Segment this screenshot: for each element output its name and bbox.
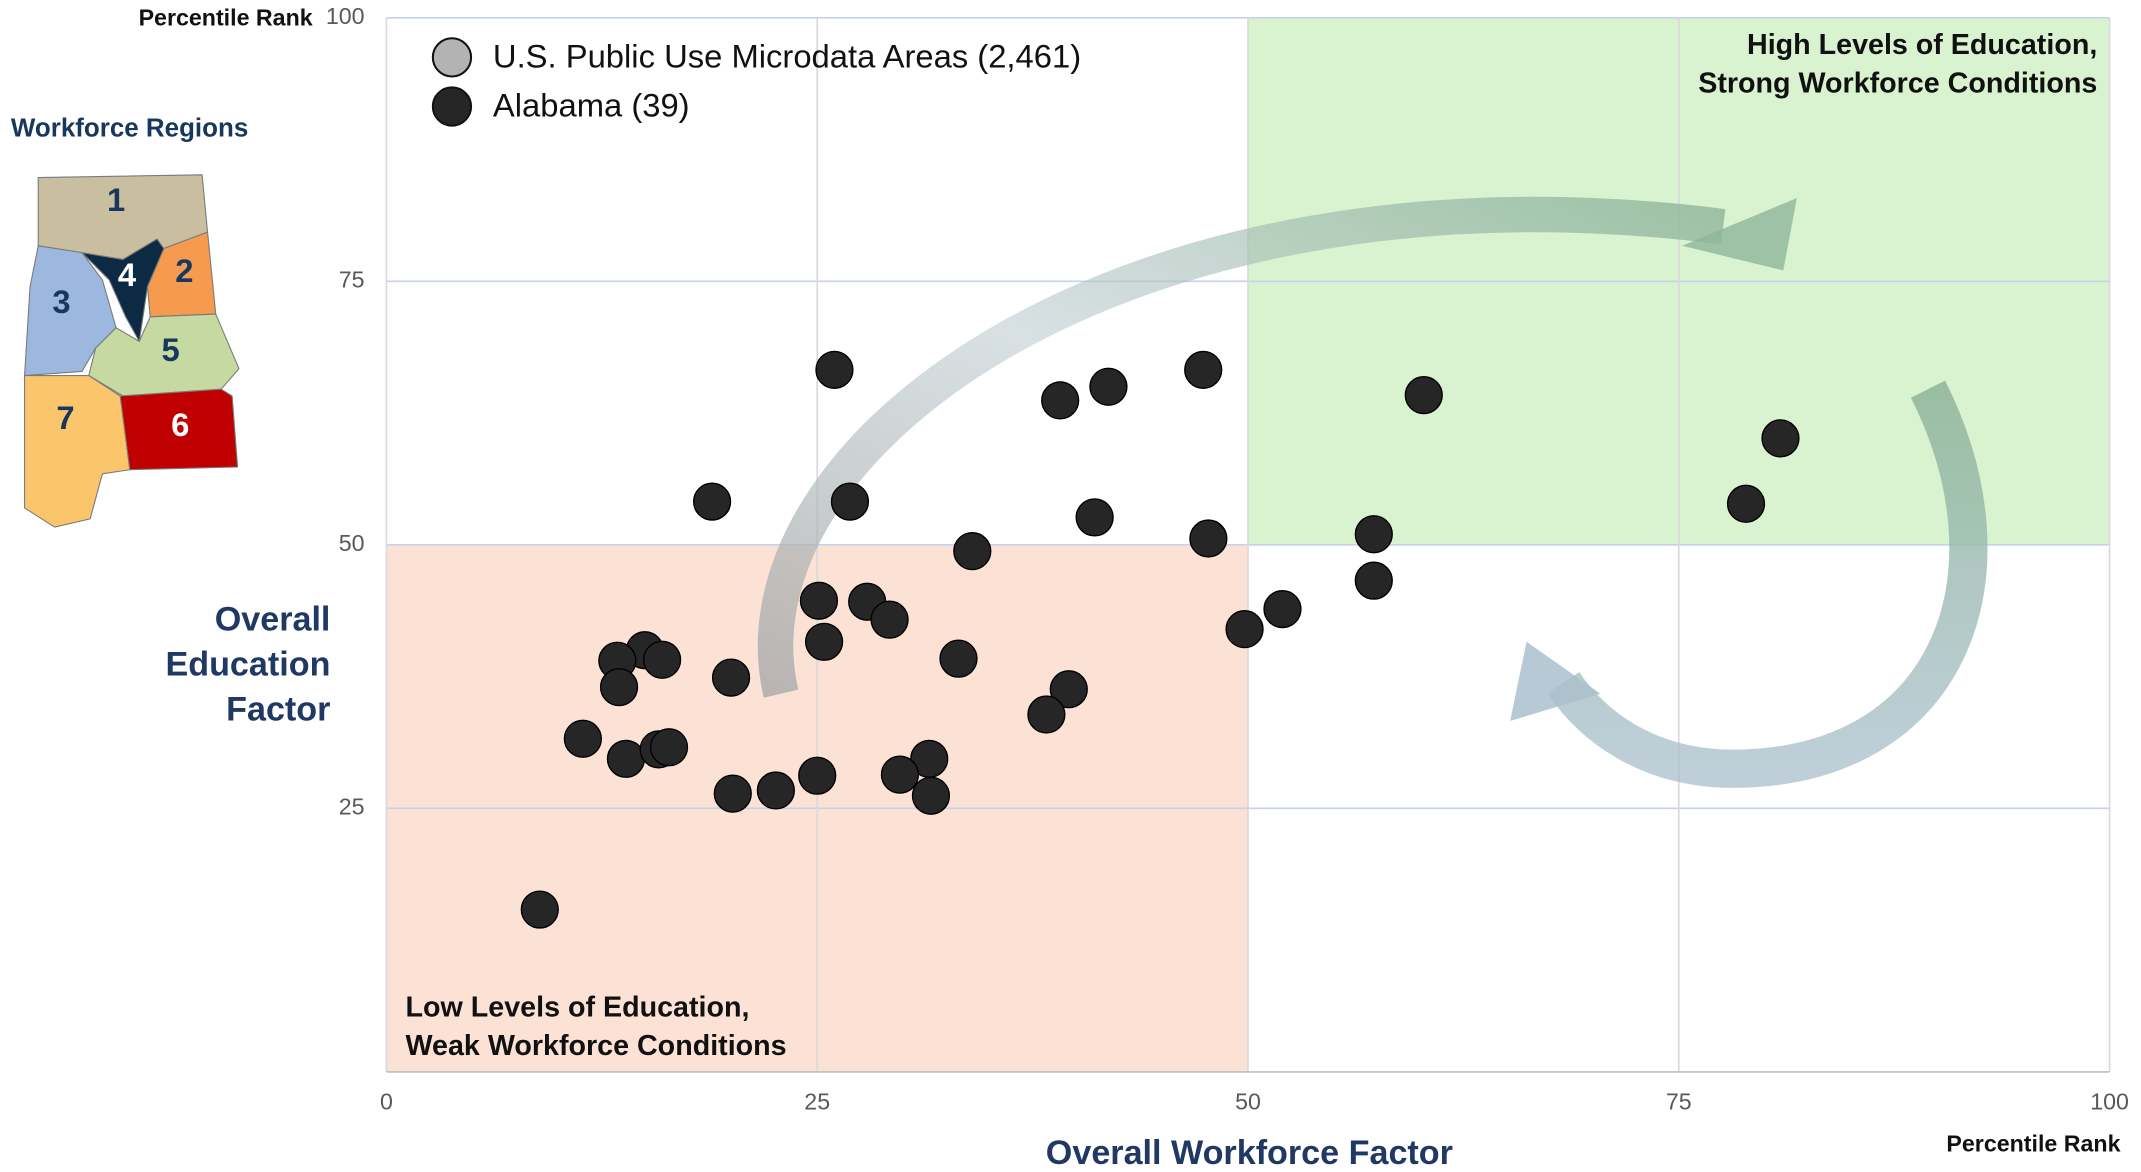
y-axis-title: Education	[165, 645, 330, 683]
point	[1041, 381, 1080, 420]
point	[880, 755, 920, 794]
legend-marker	[431, 37, 473, 78]
region-label: Low Levels of Education,	[406, 992, 750, 1024]
map-region	[24, 374, 131, 528]
y-tick-label: 100	[326, 3, 365, 29]
region-label: Weak Workforce Conditions	[406, 1030, 787, 1062]
point	[1726, 484, 1766, 523]
map-label: 5	[162, 331, 180, 368]
map-label: 1	[107, 181, 125, 218]
point	[815, 350, 854, 389]
point	[649, 728, 689, 767]
x-tick-label: 50	[1235, 1088, 1261, 1114]
point	[830, 482, 870, 521]
point	[520, 890, 559, 929]
x-tick-label: 75	[1666, 1088, 1692, 1114]
x-tick-label: 0	[380, 1088, 393, 1114]
point	[799, 581, 839, 620]
arrows	[757, 196, 1988, 788]
arrow	[757, 196, 1726, 698]
map-region	[81, 238, 165, 342]
point	[798, 756, 837, 795]
region-label: High Levels of Education,	[1747, 29, 2097, 61]
map-label: 4	[118, 256, 137, 293]
point	[711, 658, 751, 697]
legend-label: Alabama (39)	[493, 87, 690, 124]
point	[1761, 419, 1800, 458]
point	[756, 771, 795, 810]
inset-map: Workforce Regions 1 2 3 4 5 6 7	[11, 115, 248, 528]
point	[692, 482, 732, 521]
point	[1189, 519, 1228, 558]
map-label: 3	[52, 283, 70, 320]
arrow-head	[1510, 641, 1601, 721]
point	[1354, 561, 1393, 600]
plot-background	[385, 16, 2111, 1073]
plot-foreground: Low Levels of Education, Weak Workforce C…	[165, 3, 2128, 1115]
point	[599, 668, 639, 707]
legend-marker	[431, 86, 473, 127]
x-tick-label: 25	[804, 1088, 830, 1114]
y-axis-title: Factor	[226, 690, 330, 728]
point	[1049, 670, 1088, 709]
y-unit-label: Percentile Rank	[139, 4, 313, 30]
point	[563, 719, 602, 758]
point	[939, 639, 978, 678]
arrow	[1547, 380, 1988, 788]
y-tick-label: 75	[339, 266, 365, 292]
point	[804, 622, 844, 661]
arrow-head	[1682, 198, 1797, 271]
legend-label: U.S. Public Use Microdata Areas (2,461)	[493, 37, 1081, 74]
map-region	[88, 313, 240, 397]
point	[1225, 610, 1264, 649]
point	[1184, 350, 1223, 389]
map-label: 6	[171, 406, 189, 443]
point	[1354, 515, 1393, 554]
point	[606, 739, 646, 778]
y-axis-title: Overall	[215, 600, 331, 638]
map-label: 7	[56, 399, 74, 436]
map-title: Workforce Regions	[11, 115, 248, 143]
y-tick-label: 50	[339, 530, 365, 556]
y-tick-label: 25	[339, 793, 365, 819]
point	[1263, 590, 1302, 629]
point	[643, 640, 682, 679]
region-label: Strong Workforce Conditions	[1698, 67, 2097, 99]
point	[1075, 498, 1114, 537]
x-unit-label: Percentile Rank	[1946, 1131, 2120, 1157]
map-label: 2	[175, 252, 193, 289]
point	[713, 774, 752, 813]
x-tick-label: 100	[2090, 1088, 2129, 1114]
point	[1027, 695, 1066, 734]
point	[953, 532, 992, 571]
x-axis-title: Overall Workforce Factor	[1046, 1134, 1453, 1172]
point	[1089, 367, 1128, 406]
point	[870, 600, 909, 639]
point	[1404, 376, 1443, 415]
point	[911, 776, 951, 815]
